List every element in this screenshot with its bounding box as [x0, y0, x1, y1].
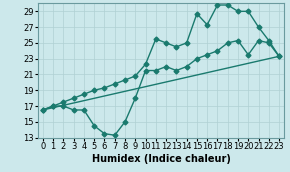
X-axis label: Humidex (Indice chaleur): Humidex (Indice chaleur) [92, 154, 230, 164]
